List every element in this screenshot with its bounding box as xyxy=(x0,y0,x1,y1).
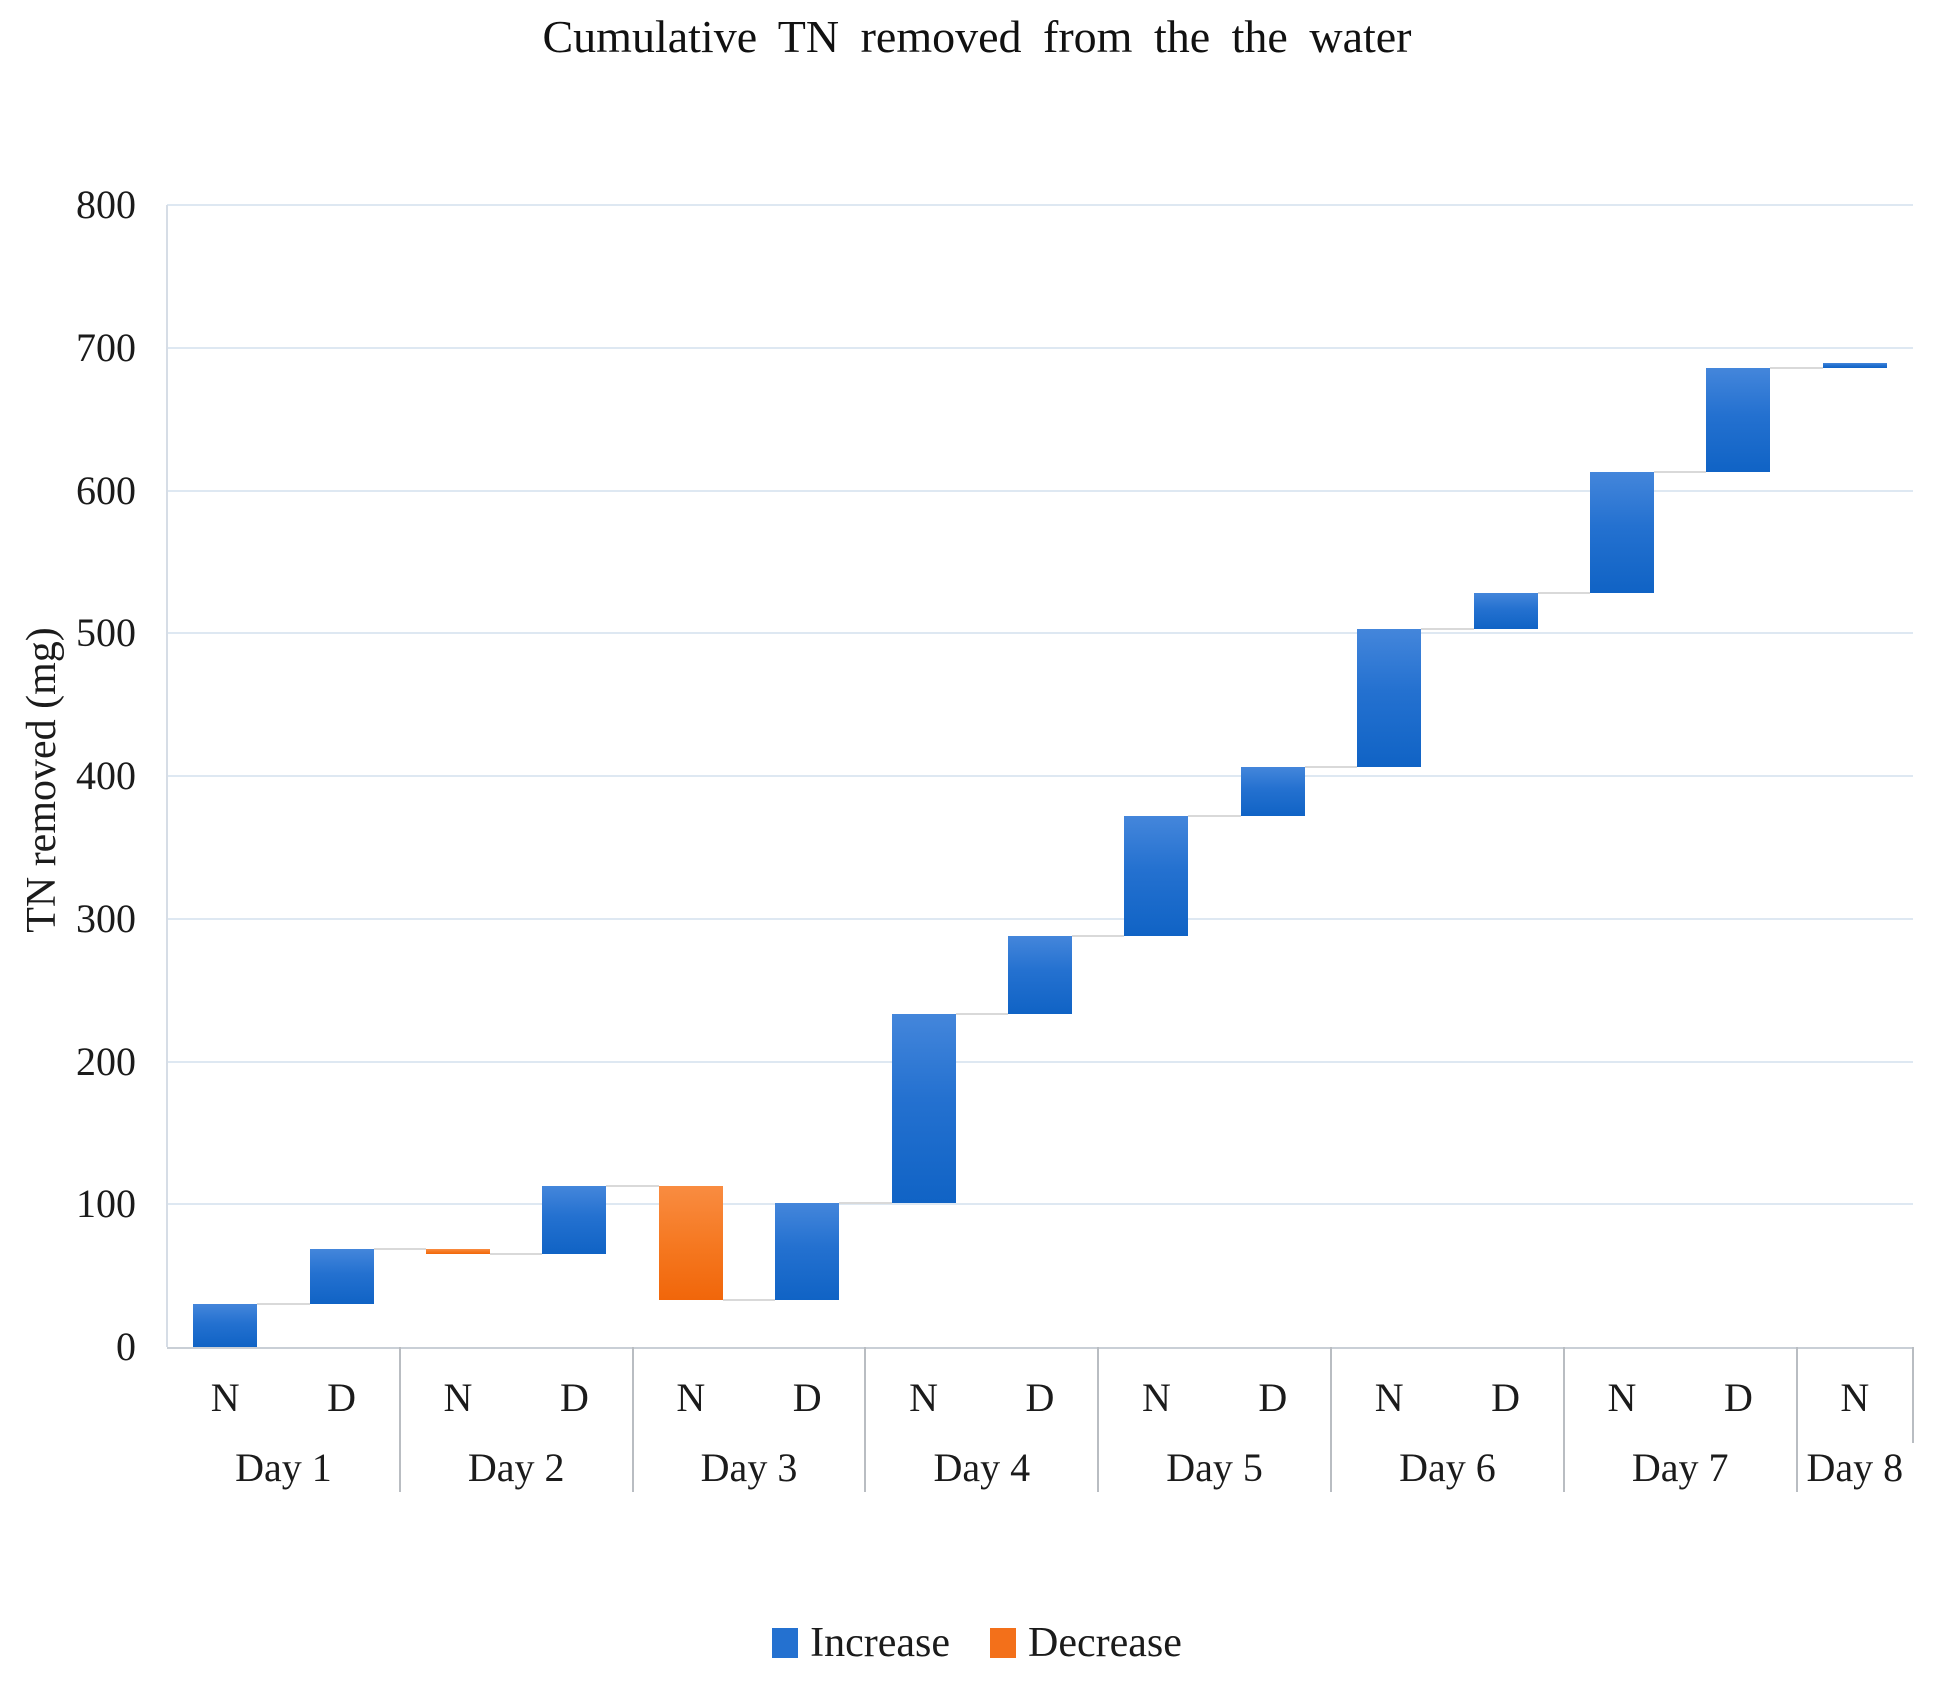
legend-label-decrease: Decrease xyxy=(1028,1620,1182,1666)
gridline-600 xyxy=(167,489,1913,492)
x-group-label-day1: Day 1 xyxy=(235,1445,332,1490)
bar-day4-d xyxy=(1008,935,1072,1015)
x-slot-label-12: D xyxy=(1491,1375,1521,1420)
gridline-100 xyxy=(167,1203,1913,1206)
chart-title: Cumulative TN removed from the the water xyxy=(542,11,1412,62)
connector-10 xyxy=(1304,766,1358,769)
y-tick-label-100: 100 xyxy=(76,1181,136,1227)
y-tick-label-200: 200 xyxy=(76,1038,136,1084)
gridline-200 xyxy=(167,1060,1913,1063)
y-tick-label-400: 400 xyxy=(76,753,136,798)
x-group-label-day5: Day 5 xyxy=(1166,1445,1263,1490)
x-group-separator-2 xyxy=(631,1347,634,1492)
gridline-800 xyxy=(167,204,1913,206)
x-slot-label-7: N xyxy=(909,1375,939,1420)
x-slot-label-15: N xyxy=(1840,1375,1870,1420)
x-group-separator-6 xyxy=(1562,1347,1565,1492)
connector-11 xyxy=(1421,627,1474,630)
bar-day1-d xyxy=(309,1248,374,1305)
x-slot-label-5: N xyxy=(676,1375,706,1420)
x-group-label-day4: Day 4 xyxy=(933,1445,1031,1490)
x-slot-label-1: N xyxy=(210,1375,240,1420)
x-slot-label-13: N xyxy=(1607,1375,1637,1420)
x-group-separator-3 xyxy=(864,1347,867,1492)
x-slot-label-2: D xyxy=(327,1375,357,1420)
connector-7 xyxy=(955,1013,1008,1016)
bar-day6-d xyxy=(1473,593,1538,629)
connector-4 xyxy=(606,1184,659,1187)
bar-day2-d xyxy=(542,1185,607,1255)
x-group-label-day6: Day 6 xyxy=(1399,1445,1496,1490)
increase-swatch-icon xyxy=(772,1628,799,1658)
x-slot-label-10: D xyxy=(1258,1375,1288,1420)
x-slot-label-9: N xyxy=(1141,1375,1171,1420)
gridline-700 xyxy=(167,346,1913,349)
y-tick-label-500: 500 xyxy=(76,610,136,656)
legend-item-decrease: Decrease xyxy=(990,1620,1182,1666)
x-group-label-day3: Day 3 xyxy=(700,1445,798,1490)
bar-day8-n xyxy=(1822,363,1887,368)
y-tick-label-700: 700 xyxy=(76,324,136,370)
x-group-separator-1 xyxy=(398,1347,401,1492)
y-axis-line xyxy=(166,205,168,1347)
gridline-300 xyxy=(167,917,1913,920)
bar-day5-d xyxy=(1240,767,1305,816)
x-slot-label-3: N xyxy=(443,1375,473,1420)
bar-day3-d xyxy=(775,1202,840,1300)
bar-day7-n xyxy=(1590,471,1654,594)
connector-6 xyxy=(839,1201,892,1204)
x-group-label-day8: Day 8 xyxy=(1806,1445,1904,1490)
x-slot-label-8: D xyxy=(1025,1375,1055,1420)
bar-day4-n xyxy=(891,1014,956,1203)
gridline-500 xyxy=(167,632,1913,635)
bar-day3-n xyxy=(658,1185,723,1300)
connector-14 xyxy=(1770,366,1823,369)
x-group-separator-5 xyxy=(1330,1347,1332,1492)
x-slot-label-6: D xyxy=(792,1375,822,1420)
connector-13 xyxy=(1654,470,1707,473)
x-axis-right-edge xyxy=(1912,1347,1914,1443)
legend-label-increase: Increase xyxy=(810,1620,950,1666)
x-axis-line xyxy=(167,1347,1913,1349)
connector-8 xyxy=(1072,934,1125,937)
legend-item-increase: Increase xyxy=(772,1620,950,1666)
decrease-swatch-icon xyxy=(990,1628,1016,1658)
y-tick-label-600: 600 xyxy=(76,467,136,513)
y-tick-label-0: 0 xyxy=(116,1324,136,1369)
x-group-label-day7: Day 7 xyxy=(1631,1445,1729,1490)
x-group-separator-4 xyxy=(1097,1347,1100,1492)
connector-3 xyxy=(490,1253,543,1256)
x-slot-label-4: D xyxy=(559,1375,589,1420)
connector-1 xyxy=(257,1303,310,1306)
gridline-400 xyxy=(167,775,1913,777)
connector-12 xyxy=(1537,592,1590,595)
bar-day5-n xyxy=(1124,815,1189,936)
connector-5 xyxy=(722,1298,776,1301)
x-group-separator-7 xyxy=(1795,1347,1798,1492)
x-group-label-day2: Day 2 xyxy=(467,1445,565,1490)
bar-day6-n xyxy=(1357,628,1422,768)
bar-day1-n xyxy=(193,1304,258,1347)
x-slot-label-14: D xyxy=(1723,1375,1753,1420)
connector-9 xyxy=(1188,814,1241,817)
bar-day2-n xyxy=(426,1248,490,1255)
x-slot-label-11: N xyxy=(1374,1375,1404,1420)
connector-2 xyxy=(373,1247,426,1250)
y-tick-label-300: 300 xyxy=(76,895,136,941)
bar-day7-d xyxy=(1706,367,1771,472)
legend: Increase Decrease xyxy=(0,1620,1954,1666)
y-tick-label-800: 800 xyxy=(76,182,136,227)
